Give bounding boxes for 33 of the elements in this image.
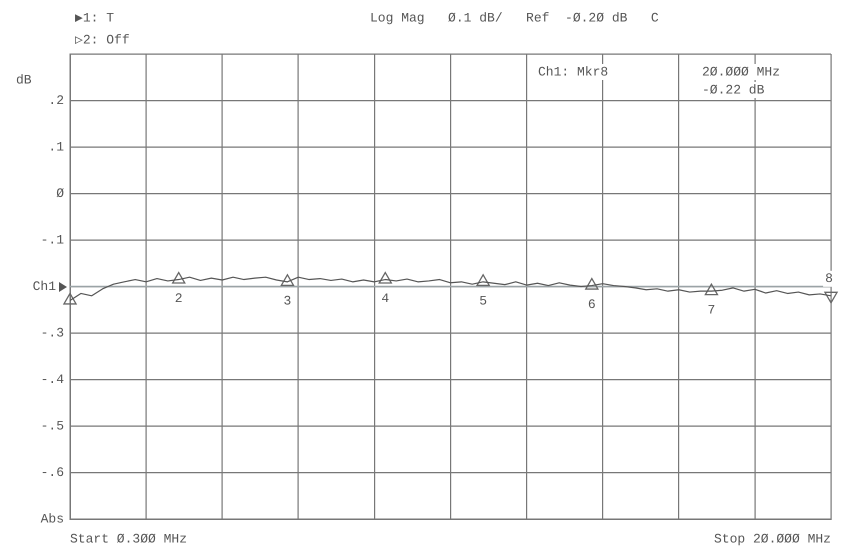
annotation: 2 [174,290,183,306]
annotation: -Ø.22 dB [702,82,765,98]
y-tick-label: -.4 [40,372,64,387]
y-tick-label: Ø [56,186,64,201]
annotation: 6 [588,297,596,312]
y-tick-label: -.1 [40,232,64,248]
text: Start Ø.3ØØ MHz [70,531,188,546]
point [476,274,490,286]
y-axis-title: dB [16,72,32,88]
point [172,272,186,284]
point [280,274,294,286]
annotation: Ch1: Mkr8 [538,64,608,80]
annotation: 5 [479,293,488,308]
y-tick-label: .2 [48,92,64,108]
y-tick-label: .1 [48,139,64,154]
point [378,272,392,284]
y-tick-label: -.6 [40,464,64,480]
point [585,278,599,290]
text: Log Mag Ø.1 dB/ Ref -Ø.2Ø dB C [370,10,659,26]
annotation: 4 [381,290,390,306]
ref-line-label: Ch1 [32,278,56,294]
text: ▷2: Off [75,32,130,48]
y-tick-label: -.5 [40,418,64,434]
annotation: 3 [284,293,292,308]
annotation: 7 [708,302,716,318]
annotation: 2Ø.ØØØ MHz [702,64,780,80]
text: ▶1: T [75,10,114,26]
annotation: 8 [825,271,833,286]
point [704,284,718,296]
text: Stop 2Ø.ØØØ MHz [714,531,831,546]
point [63,292,77,305]
y-tick-label: -.3 [40,325,64,340]
y-tick-label: Abs [40,511,64,526]
